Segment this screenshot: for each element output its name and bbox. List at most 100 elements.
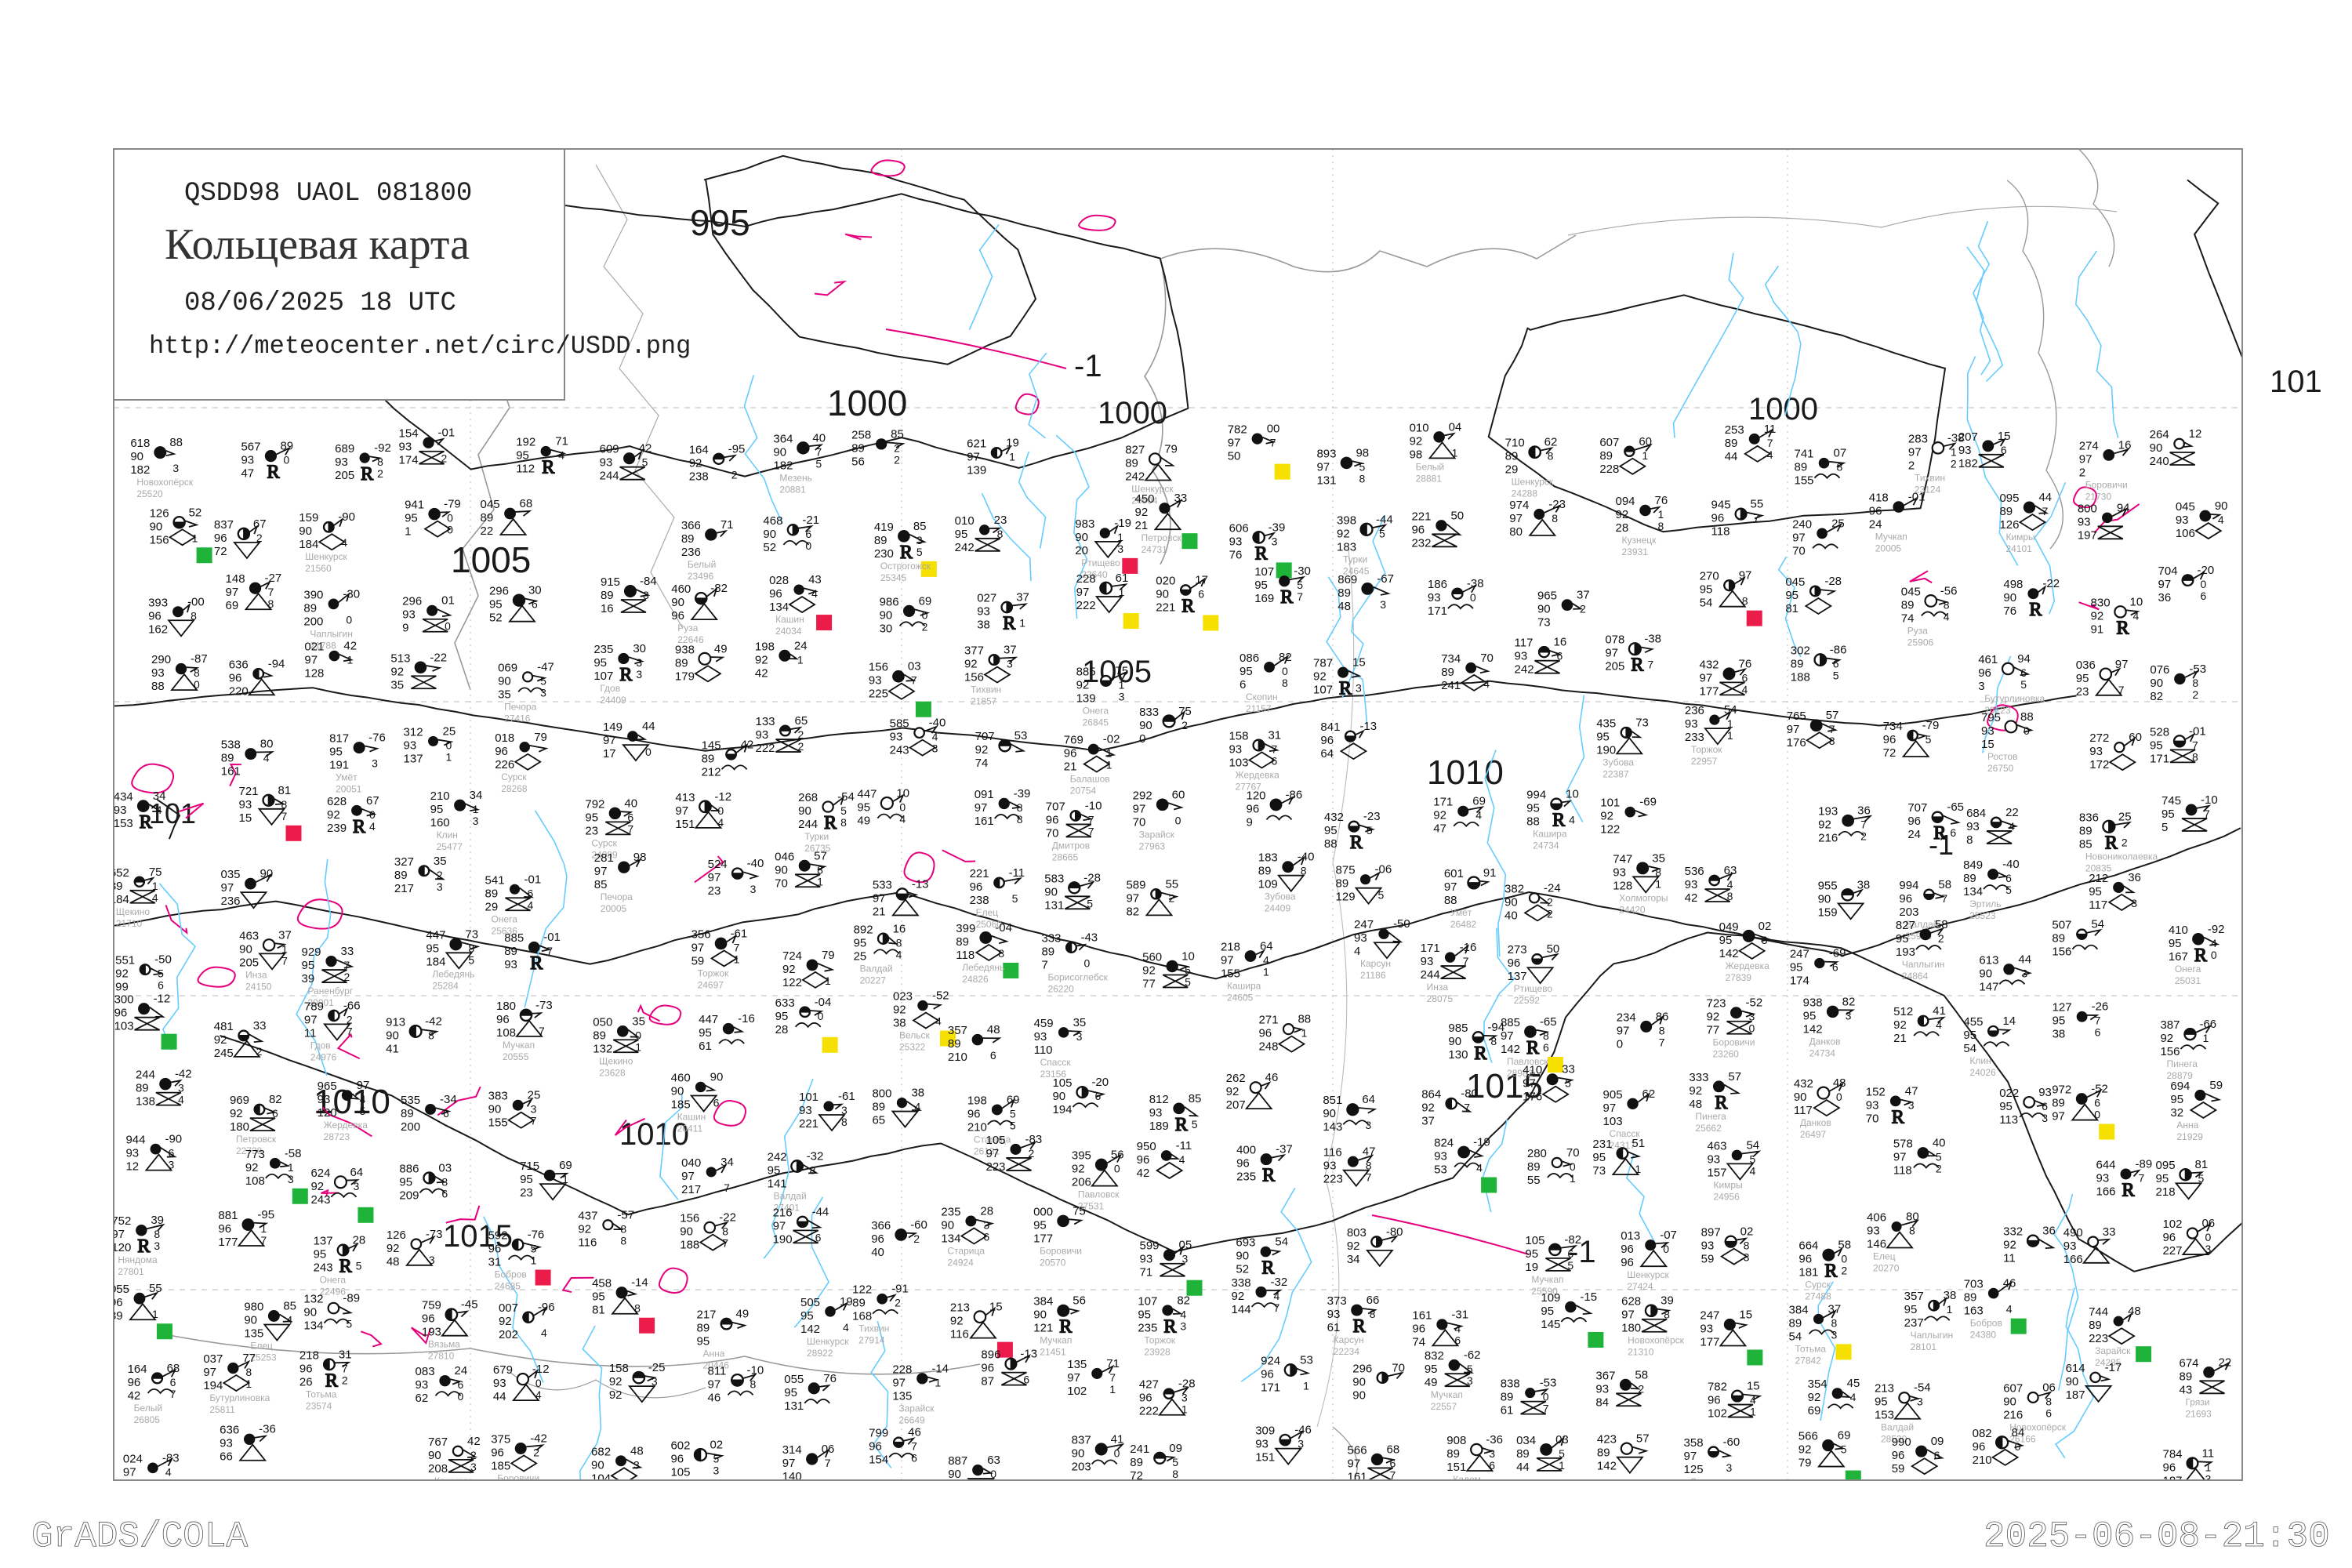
svg-text:25906: 25906 [1907,637,1934,648]
svg-text:82: 82 [1842,995,1856,1008]
svg-text:96: 96 [2162,1461,2176,1474]
svg-text:694: 694 [2170,1080,2190,1093]
svg-text:636: 636 [229,658,249,671]
svg-text:0: 0 [805,539,811,552]
svg-text:171: 171 [1421,942,1440,955]
svg-text:Мучкап: Мучкап [1531,1274,1563,1285]
svg-text:89: 89 [1338,586,1351,600]
svg-text:11: 11 [2003,1252,2016,1265]
svg-text:0: 0 [535,1377,542,1389]
svg-text:109: 109 [1258,878,1278,891]
svg-text:141: 141 [768,1178,787,1191]
svg-text:95: 95 [1790,960,1803,974]
svg-text:6: 6 [2201,590,2207,602]
svg-text:769: 769 [1064,734,1083,747]
svg-text:5: 5 [360,1105,366,1117]
svg-text:12: 12 [125,1160,139,1174]
svg-text:-14: -14 [931,1362,949,1375]
svg-text:419: 419 [874,521,894,534]
svg-text:35: 35 [1652,851,1665,865]
svg-text:25: 25 [854,949,867,963]
svg-text:Онега: Онега [1083,705,1109,716]
svg-text:734: 734 [1441,652,1461,666]
svg-text:2: 2 [1841,1265,1847,1277]
svg-text:0: 0 [1114,1163,1120,1175]
svg-text:366: 366 [871,1219,891,1232]
svg-text:20555: 20555 [503,1051,529,1062]
svg-text:455: 455 [1963,1015,1983,1029]
svg-text:21451: 21451 [1040,1347,1066,1358]
svg-text:26649: 26649 [898,1414,925,1425]
svg-text:528: 528 [2150,725,2169,739]
svg-text:44: 44 [1725,450,1738,463]
svg-text:-94: -94 [268,657,285,670]
svg-text:270: 270 [1700,570,1719,583]
svg-text:045: 045 [481,498,500,511]
svg-text:7: 7 [1767,437,1773,449]
svg-text:1: 1 [531,1254,537,1267]
svg-text:Онега: Онега [2175,964,2201,975]
svg-text:241: 241 [1130,1443,1149,1456]
svg-text:830: 830 [2091,596,2111,609]
svg-text:Карсун: Карсун [1360,958,1391,969]
svg-text:892: 892 [854,923,873,936]
svg-text:89: 89 [1501,1391,1514,1404]
svg-text:6: 6 [170,1376,176,1388]
svg-text:Бобров: Бобров [495,1269,527,1280]
svg-text:23931: 23931 [1622,546,1649,557]
svg-text:432: 432 [1324,811,1344,824]
svg-text:792: 792 [585,797,604,811]
svg-text:6: 6 [990,1049,996,1062]
svg-text:90: 90 [386,1029,399,1042]
svg-text:292: 292 [1133,789,1152,802]
svg-text:817: 817 [329,732,349,746]
svg-text:Боровичи: Боровичи [1040,1245,1082,1256]
svg-text:93: 93 [869,674,882,688]
svg-text:95: 95 [1425,1363,1438,1376]
svg-text:85: 85 [913,520,927,533]
svg-text:-56: -56 [1940,584,1958,597]
svg-text:Руза: Руза [1907,625,1929,636]
svg-text:258: 258 [851,428,871,441]
svg-text:8: 8 [1966,833,1973,847]
svg-text:156: 156 [2160,1045,2180,1058]
svg-text:95: 95 [592,1290,605,1304]
svg-text:Зубова: Зубова [1602,757,1634,768]
svg-text:-82: -82 [710,582,728,595]
svg-text:23: 23 [520,1186,533,1200]
svg-text:682: 682 [591,1445,611,1458]
svg-text:116: 116 [950,1328,969,1341]
svg-text:Кимры: Кимры [1713,1179,1742,1190]
svg-text:Ростов: Ростов [1987,751,2018,762]
svg-text:Руза: Руза [677,622,699,633]
svg-text:589: 589 [1126,878,1145,891]
svg-text:R: R [1280,587,1293,608]
svg-text:20411: 20411 [677,1123,703,1134]
svg-text:1: 1 [1947,1303,1953,1316]
svg-text:222: 222 [756,742,775,755]
svg-text:180: 180 [230,1120,249,1134]
svg-text:-39: -39 [1269,521,1286,534]
svg-text:4: 4 [263,752,270,764]
svg-text:95: 95 [697,1335,710,1348]
svg-text:Кузнецк: Кузнецк [1622,535,1657,546]
svg-text:969: 969 [230,1094,249,1107]
svg-text:95: 95 [2161,808,2175,821]
svg-text:-60: -60 [910,1218,927,1232]
svg-text:139: 139 [1076,691,1096,705]
svg-text:95: 95 [1999,1100,2013,1113]
svg-text:93: 93 [1428,591,1441,604]
svg-text:09: 09 [1931,1435,1944,1448]
svg-text:176: 176 [1523,1091,1542,1104]
svg-text:481: 481 [214,1020,234,1033]
svg-text:72: 72 [1883,746,1896,760]
svg-text:Щекино: Щекино [599,1055,633,1066]
svg-text:Турки: Турки [804,831,829,842]
svg-text:Ртищево: Ртищево [1081,557,1120,568]
svg-text:198: 198 [967,1094,987,1107]
svg-text:39: 39 [1661,1294,1674,1308]
svg-text:-43: -43 [1080,931,1098,944]
svg-text:8: 8 [1172,1468,1178,1480]
svg-text:Спасск: Спасск [1690,1476,1722,1487]
svg-text:93: 93 [1327,1308,1341,1321]
